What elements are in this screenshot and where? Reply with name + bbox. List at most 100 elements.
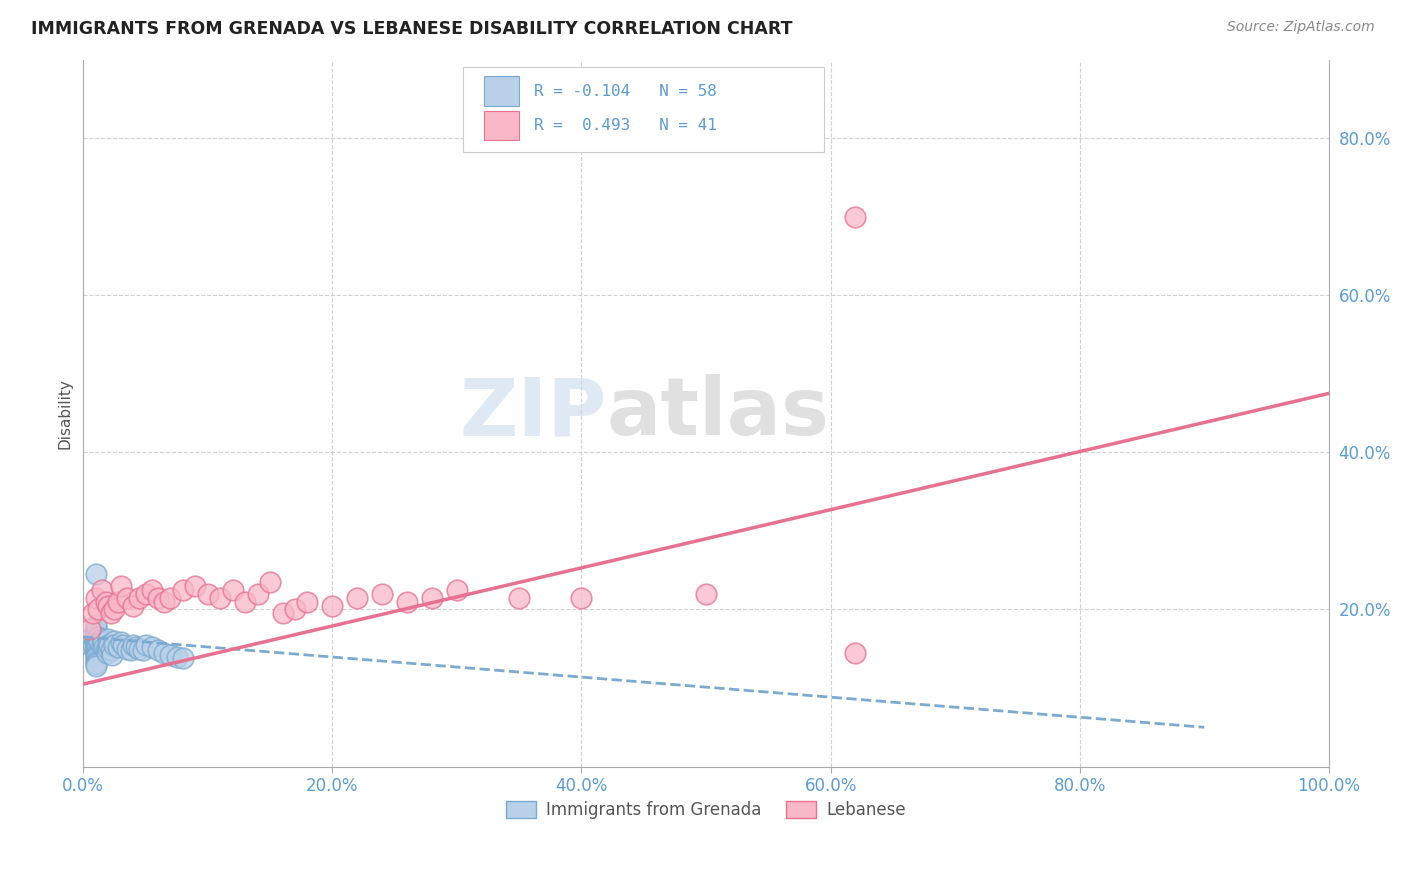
Point xyxy=(101,648,124,662)
Point xyxy=(159,648,181,662)
Point xyxy=(209,591,232,605)
Point xyxy=(110,635,132,649)
Point xyxy=(83,633,105,648)
Point xyxy=(84,627,107,641)
Point xyxy=(146,591,169,605)
Point xyxy=(91,635,114,649)
Point xyxy=(110,579,132,593)
Point xyxy=(84,657,107,672)
Legend: Immigrants from Grenada, Lebanese: Immigrants from Grenada, Lebanese xyxy=(499,794,912,825)
Text: R =  0.493   N = 41: R = 0.493 N = 41 xyxy=(534,118,717,133)
Point xyxy=(84,648,107,662)
Point xyxy=(184,579,207,593)
FancyBboxPatch shape xyxy=(463,67,824,152)
Point xyxy=(508,591,530,605)
Point xyxy=(222,582,245,597)
Point xyxy=(84,635,107,649)
Point xyxy=(82,607,104,621)
Point xyxy=(271,607,294,621)
Point xyxy=(84,567,107,582)
Point xyxy=(159,591,181,605)
Point xyxy=(84,618,107,632)
Point xyxy=(115,641,138,656)
Point xyxy=(297,594,319,608)
Point xyxy=(122,638,145,652)
Point xyxy=(100,607,122,621)
Point xyxy=(107,640,129,655)
Point xyxy=(141,640,163,655)
Point xyxy=(94,643,117,657)
Point xyxy=(128,641,150,656)
Text: IMMIGRANTS FROM GRENADA VS LEBANESE DISABILITY CORRELATION CHART: IMMIGRANTS FROM GRENADA VS LEBANESE DISA… xyxy=(31,20,793,37)
Point xyxy=(98,638,121,652)
Point xyxy=(107,594,129,608)
Point xyxy=(246,587,269,601)
Point xyxy=(84,591,107,605)
Y-axis label: Disability: Disability xyxy=(58,377,72,449)
Point xyxy=(84,638,107,652)
Point xyxy=(91,638,114,652)
Point xyxy=(97,638,120,652)
Point xyxy=(103,633,125,648)
Point xyxy=(396,594,419,608)
Point xyxy=(420,591,443,605)
Point xyxy=(233,594,256,608)
Point xyxy=(371,587,394,601)
Point xyxy=(84,649,107,664)
FancyBboxPatch shape xyxy=(484,77,519,106)
Point xyxy=(124,640,146,655)
Point xyxy=(96,646,118,660)
Point xyxy=(84,620,107,634)
Point xyxy=(84,651,107,665)
Point xyxy=(87,602,110,616)
Text: atlas: atlas xyxy=(606,374,830,452)
Point xyxy=(259,574,281,589)
Point xyxy=(120,643,142,657)
Point xyxy=(84,646,107,660)
Point xyxy=(128,591,150,605)
Point xyxy=(91,632,114,647)
Point xyxy=(84,643,107,657)
Point xyxy=(844,646,866,660)
Point xyxy=(84,659,107,673)
Point xyxy=(84,624,107,639)
Point xyxy=(97,599,120,613)
Point xyxy=(166,649,188,664)
Point xyxy=(112,638,135,652)
Point xyxy=(79,622,101,636)
Point xyxy=(93,640,115,655)
Point xyxy=(135,587,157,601)
Point xyxy=(172,651,194,665)
FancyBboxPatch shape xyxy=(484,111,519,140)
Point xyxy=(153,646,176,660)
Text: ZIP: ZIP xyxy=(460,374,606,452)
Point xyxy=(94,594,117,608)
Point xyxy=(153,594,176,608)
Point xyxy=(84,656,107,670)
Point xyxy=(844,210,866,224)
Point xyxy=(97,641,120,656)
Point xyxy=(84,638,107,652)
Point xyxy=(284,602,307,616)
Point xyxy=(321,599,343,613)
Point xyxy=(80,633,103,648)
Point xyxy=(115,591,138,605)
Point xyxy=(135,638,157,652)
Point xyxy=(87,630,110,644)
Point xyxy=(84,630,107,644)
Point xyxy=(84,632,107,647)
Point xyxy=(79,638,101,652)
Point xyxy=(100,643,122,657)
Point xyxy=(89,633,111,648)
Point xyxy=(103,638,125,652)
Text: R = -0.104   N = 58: R = -0.104 N = 58 xyxy=(534,84,717,99)
Point xyxy=(197,587,219,601)
Point xyxy=(132,643,155,657)
Point xyxy=(80,630,103,644)
Point xyxy=(146,643,169,657)
Point xyxy=(97,632,120,647)
Point xyxy=(82,638,104,652)
Point xyxy=(91,582,114,597)
Point xyxy=(346,591,368,605)
Text: Source: ZipAtlas.com: Source: ZipAtlas.com xyxy=(1227,20,1375,34)
